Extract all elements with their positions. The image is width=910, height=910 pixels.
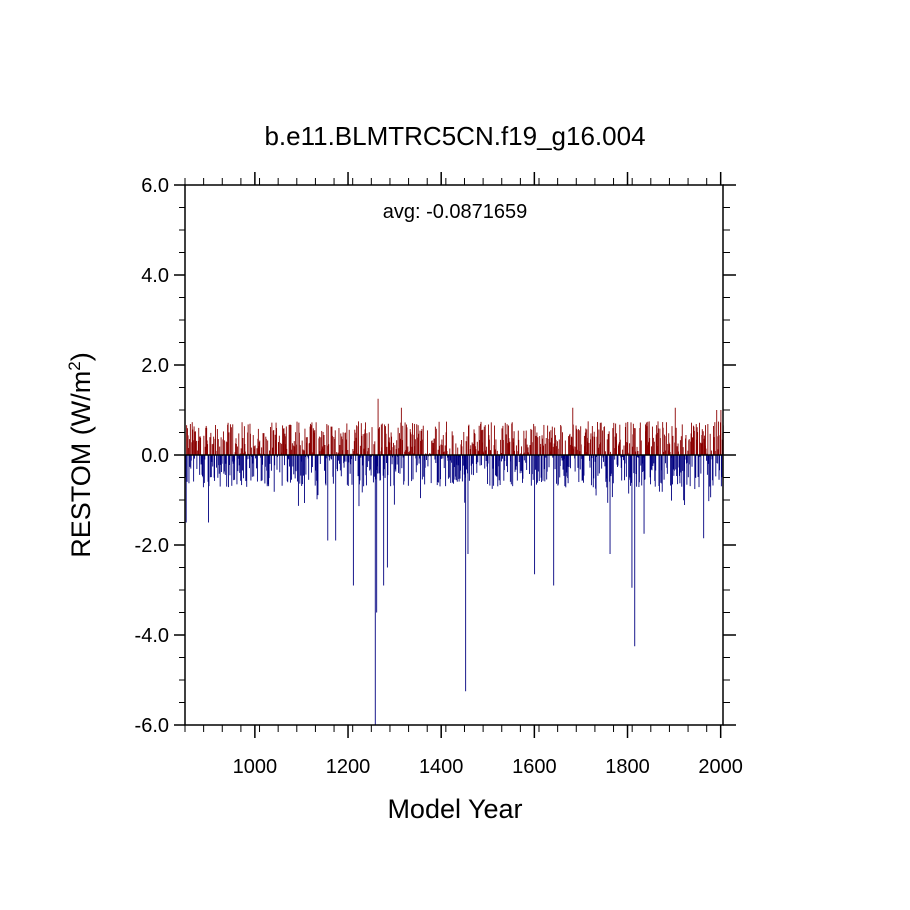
x-tick-label: 2000 [698,756,743,778]
y-tick-label: 2.0 [141,355,169,377]
y-tick-label: -6.0 [135,715,169,737]
y-tick-label: -2.0 [135,535,169,557]
minor-ticks [179,178,730,732]
y-axis-label-sup: 2 [65,361,84,370]
y-tick-label: 4.0 [141,265,169,287]
y-axis-ticks: -6.0 -4.0 -2.0 0.0 2.0 4.0 6.0 [135,175,736,737]
avg-annotation: avg: -0.0871659 [383,201,528,223]
y-tick-label: 0.0 [141,445,169,467]
x-tick-label: 1200 [326,756,371,778]
x-tick-label: 1000 [233,756,278,778]
chart-title: b.e11.BLMTRC5CN.f19_g16.004 [264,121,645,151]
x-axis-label: Model Year [387,794,522,824]
bar-series [184,398,724,725]
x-axis-ticks: 1000 1200 1400 1600 1800 2000 [233,172,743,778]
x-tick-label: 1400 [419,756,464,778]
y-tick-label: 6.0 [141,175,169,197]
y-axis-label-main: RESTOM (W/m [66,371,96,558]
y-axis-label-close: ) [66,352,96,361]
x-tick-label: 1600 [512,756,557,778]
y-axis-label: RESTOM (W/m2) [65,352,96,557]
x-tick-label: 1800 [605,756,650,778]
y-tick-label: -4.0 [135,625,169,647]
